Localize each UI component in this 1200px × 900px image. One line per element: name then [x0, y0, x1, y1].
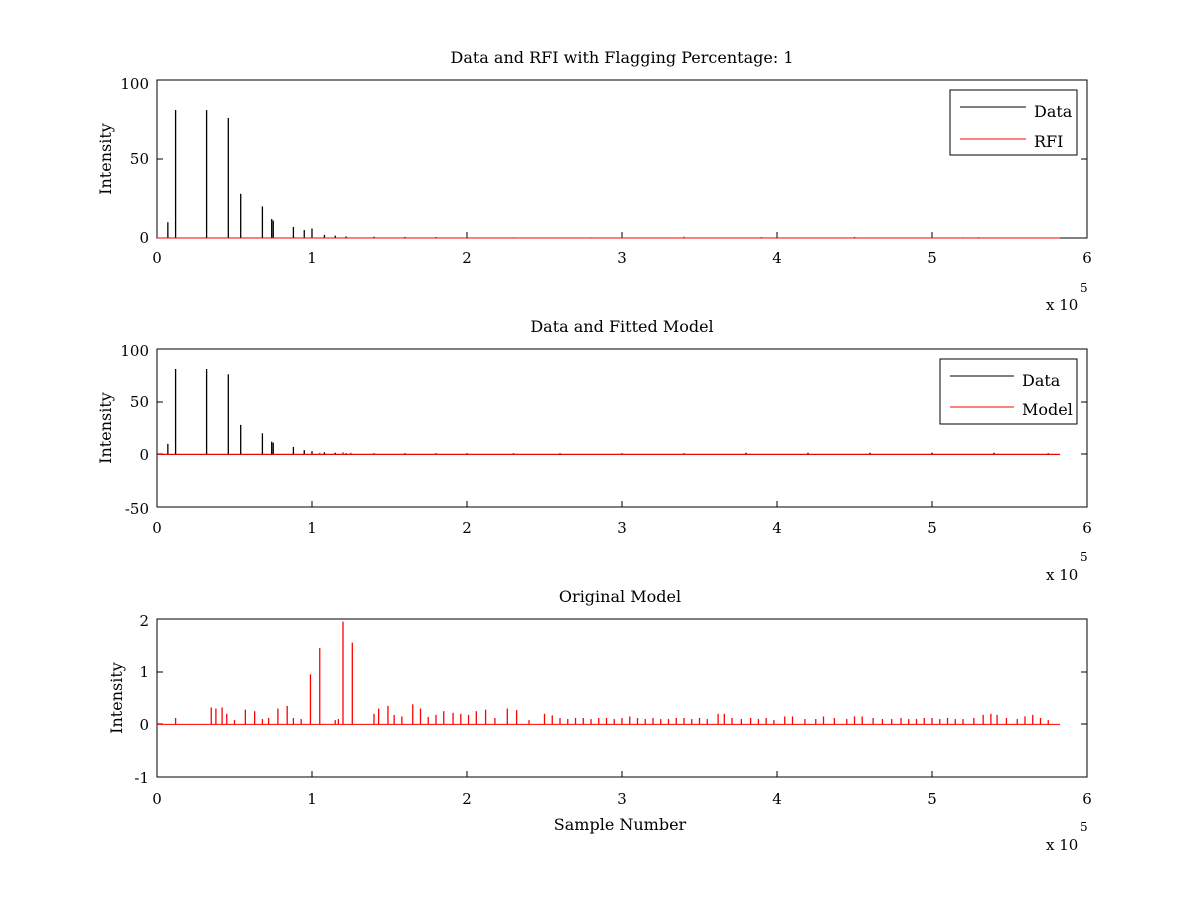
panel-2-yticks: -50 0 50 100 [120, 342, 1087, 518]
panel-2-legend-label-data: Data [1022, 371, 1061, 390]
panel-2-legend: Data Model [939, 358, 1078, 425]
panel-1-ytick-label-0: 0 [139, 229, 149, 247]
panel-3-xtick-label-5: 5 [927, 790, 937, 808]
panel-1-ylabel: Intensity [96, 123, 115, 195]
panel-1: Data and RFI with Flagging Percentage: 1… [96, 48, 1092, 314]
panel-1-legend: Data RFI [949, 89, 1078, 156]
panel-1-series [157, 110, 1060, 239]
panel-3-ytick-label-2: 1 [139, 663, 149, 681]
panel-3-axes-box [156, 618, 1088, 778]
panel-1-axes-box [156, 79, 1088, 239]
panel-2-x-multiplier-exp: 5 [1080, 550, 1088, 564]
panel-1-legend-box [949, 89, 1078, 156]
panel-1-ytick-label-1: 50 [130, 150, 149, 168]
panel-3-x-multiplier-exp: 5 [1080, 820, 1088, 834]
panel-3-series [157, 621, 1060, 725]
panel-1-legend-label-rfi: RFI [1034, 132, 1063, 151]
panel-3-ytick-label-1: 0 [139, 716, 149, 734]
panel-3-xtick-label-1: 1 [307, 790, 317, 808]
panel-1-xtick-label-6: 6 [1082, 249, 1092, 267]
panel-3-x-multiplier: x 10 [1046, 836, 1078, 854]
panel-1-xtick-label-0: 0 [152, 249, 162, 267]
panel-3-ytick-label-0: -1 [134, 769, 149, 787]
panel-1-title: Data and RFI with Flagging Percentage: 1 [450, 48, 793, 67]
panel-3: Original Model Intensity Sample Number -… [107, 587, 1092, 854]
panel-1-xtick-label-4: 4 [772, 249, 782, 267]
panel-3-xtick-label-4: 4 [772, 790, 782, 808]
panel-3-ytick-label-3: 2 [139, 612, 149, 630]
panel-3-xlabel: Sample Number [554, 815, 687, 834]
panel-2: Data and Fitted Model Intensity -50 0 50… [96, 317, 1092, 584]
panel-1-xtick-label-3: 3 [617, 249, 627, 267]
panel-3-xtick-label-2: 2 [462, 790, 472, 808]
panel-2-axes-box [156, 348, 1088, 508]
panel-1-xtick-label-2: 2 [462, 249, 472, 267]
panel-2-xtick-label-5: 5 [927, 519, 937, 537]
panel-2-ytick-label-1: 0 [139, 446, 149, 464]
panel-3-title: Original Model [559, 587, 681, 606]
panel-3-xtick-label-3: 3 [617, 790, 627, 808]
panel-1-x-multiplier-exp: 5 [1080, 281, 1088, 295]
panel-3-xtick-label-6: 6 [1082, 790, 1092, 808]
panel-1-xtick-label-1: 1 [307, 249, 317, 267]
panel-3-xticks: 0 1 2 3 4 5 6 x 10 5 [152, 771, 1092, 854]
panel-1-xticks: 0 1 2 3 4 5 6 x 10 5 [152, 232, 1092, 314]
panel-2-xtick-label-0: 0 [152, 519, 162, 537]
panel-2-ytick-label-2: 50 [130, 393, 149, 411]
panel-2-legend-label-model: Model [1022, 400, 1073, 419]
panel-2-xtick-label-2: 2 [462, 519, 472, 537]
panel-3-yticks: -1 0 1 2 [134, 612, 1087, 787]
panel-2-x-multiplier: x 10 [1046, 566, 1078, 584]
panel-2-ytick-label-0: -50 [125, 500, 149, 518]
panel-2-xtick-label-1: 1 [307, 519, 317, 537]
panel-1-x-multiplier: x 10 [1046, 296, 1078, 314]
panel-2-legend-box [939, 358, 1078, 425]
panel-2-xtick-label-3: 3 [617, 519, 627, 537]
panel-2-series [157, 369, 1060, 455]
panel-1-ytick-label-2: 100 [120, 75, 149, 93]
panel-1-xtick-label-5: 5 [927, 249, 937, 267]
panel-2-ytick-label-3: 100 [120, 342, 149, 360]
panel-2-ylabel: Intensity [96, 392, 115, 464]
panel-2-title: Data and Fitted Model [530, 317, 713, 336]
panel-1-legend-label-data: Data [1034, 102, 1073, 121]
panel-2-xtick-label-6: 6 [1082, 519, 1092, 537]
panel-2-xticks: 0 1 2 3 4 5 6 x 10 5 [152, 501, 1092, 584]
panel-3-ylabel: Intensity [107, 662, 126, 734]
panel-2-xtick-label-4: 4 [772, 519, 782, 537]
panel-3-xtick-label-0: 0 [152, 790, 162, 808]
